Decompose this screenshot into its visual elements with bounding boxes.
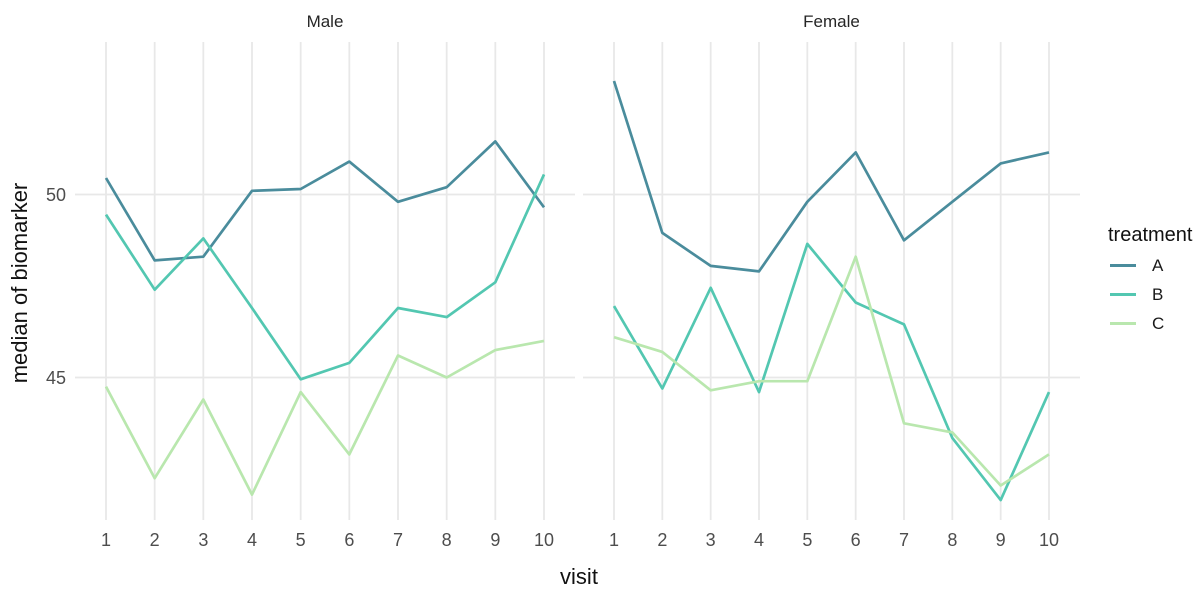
x-axis-tick-female-8: 8 xyxy=(947,530,958,550)
legend-item-C: C xyxy=(1108,309,1164,338)
x-axis-tick-male-1: 1 xyxy=(100,530,111,550)
series-line-male-A xyxy=(104,140,546,262)
series-line-female-A xyxy=(612,80,1050,273)
x-axis-tick-male-4: 4 xyxy=(246,530,257,550)
series-line-female-C xyxy=(613,255,1050,487)
x-axis-tick-female-3: 3 xyxy=(705,530,716,550)
legend-title: treatment xyxy=(1108,224,1193,246)
legend-item-B: B xyxy=(1108,280,1164,309)
x-axis-tick-male-2: 2 xyxy=(149,530,160,550)
x-axis-tick-female-1: 1 xyxy=(608,530,619,550)
x-axis-tick-female-4: 4 xyxy=(753,530,764,550)
x-axis-tick-male-3: 3 xyxy=(198,530,209,550)
x-axis-tick-female-10: 10 xyxy=(1038,530,1060,550)
x-axis-tick-female-2: 2 xyxy=(657,530,668,550)
legend-swatch-A xyxy=(1110,264,1136,267)
legend-swatch-B xyxy=(1110,293,1136,296)
legend-label-C: C xyxy=(1152,313,1165,333)
x-axis-tick-male-8: 8 xyxy=(441,530,452,550)
facet-strip-female: Female xyxy=(803,12,860,31)
facet-strip-male: Male xyxy=(306,12,344,31)
legend-item-A: A xyxy=(1108,251,1164,280)
x-axis-tick-female-9: 9 xyxy=(995,530,1006,550)
y-axis-title: median of biomarker xyxy=(7,182,32,384)
x-axis-tick-male-9: 9 xyxy=(490,530,501,550)
series-line-male-B xyxy=(104,173,546,381)
x-axis-tick-male-7: 7 xyxy=(392,530,403,550)
legend-label-A: A xyxy=(1152,255,1164,275)
series-line-male-C xyxy=(104,339,545,496)
x-axis-tick-female-6: 6 xyxy=(850,530,861,550)
legend-label-B: B xyxy=(1152,284,1164,304)
x-axis-tick-female-7: 7 xyxy=(898,530,909,550)
legend-swatch-C xyxy=(1110,322,1136,325)
y-axis-tick-50: 50 xyxy=(45,185,66,205)
x-axis-tick-male-6: 6 xyxy=(344,530,355,550)
series-line-female-B xyxy=(612,242,1051,502)
y-axis-tick-45: 45 xyxy=(45,368,66,388)
x-axis-title: visit xyxy=(560,564,598,589)
x-axis-tick-male-10: 10 xyxy=(533,530,555,550)
x-axis-tick-male-5: 5 xyxy=(295,530,306,550)
x-axis-tick-female-5: 5 xyxy=(802,530,813,550)
